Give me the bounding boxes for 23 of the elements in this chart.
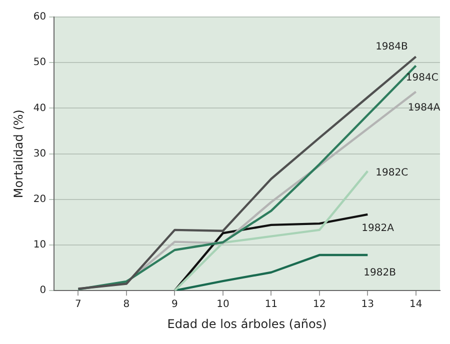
- x-tick-label: 10: [216, 299, 230, 310]
- y-tick-label: 10: [33, 240, 46, 251]
- y-tick-label: 40: [33, 102, 46, 114]
- series-label: 1984B: [376, 41, 408, 52]
- x-tick-label: 9: [172, 299, 178, 310]
- x-tick-label: 7: [75, 299, 82, 310]
- x-axis-title: Edad de los árboles (años): [167, 316, 327, 331]
- series-label: 1984A: [408, 102, 440, 114]
- y-tick-label: 20: [33, 194, 46, 205]
- x-tick-label: 13: [361, 299, 374, 310]
- series-label: 1982A: [362, 223, 394, 234]
- series-label: 1984C: [406, 72, 438, 84]
- y-axis-title: Mortalidad (%): [11, 110, 26, 198]
- y-tick-label: 30: [33, 148, 46, 160]
- x-tick-label: 14: [410, 299, 422, 310]
- x-tick-label: 11: [264, 299, 278, 310]
- series-label: 1982B: [364, 268, 396, 279]
- y-tick-label: 60: [33, 12, 46, 23]
- y-tick-label: 0: [40, 285, 46, 296]
- x-tick-label: 12: [313, 299, 326, 310]
- y-tick-label: 50: [33, 57, 46, 68]
- x-tick-label: 8: [123, 299, 130, 310]
- series-label: 1982C: [376, 168, 408, 179]
